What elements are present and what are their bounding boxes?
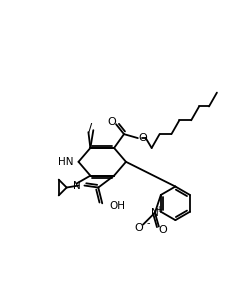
Text: O: O bbox=[135, 223, 144, 233]
Text: +: + bbox=[156, 205, 162, 214]
Text: -: - bbox=[146, 218, 150, 228]
Text: O: O bbox=[159, 225, 167, 235]
Text: O: O bbox=[138, 133, 147, 143]
Text: N: N bbox=[151, 208, 159, 218]
Text: N: N bbox=[73, 180, 80, 191]
Text: OH: OH bbox=[109, 201, 125, 211]
Text: O: O bbox=[108, 117, 116, 127]
Text: HN: HN bbox=[58, 157, 74, 167]
Text: /: / bbox=[88, 122, 93, 135]
